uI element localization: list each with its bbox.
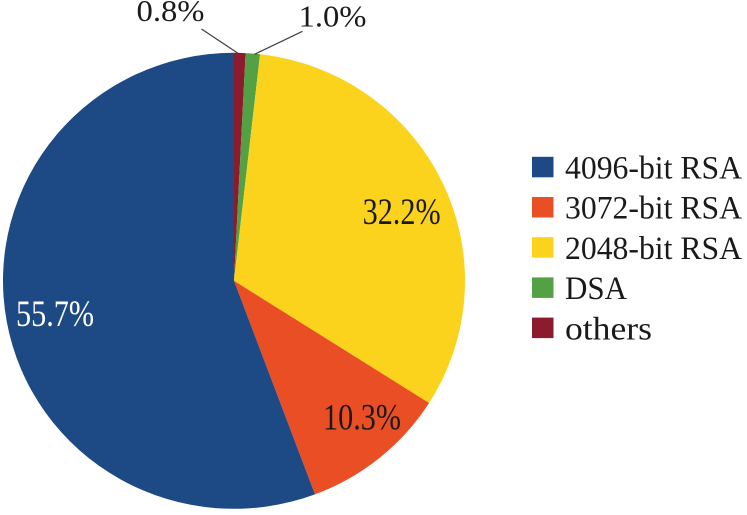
- svg-text:DSA: DSA: [565, 271, 627, 307]
- svg-text:32.2%: 32.2%: [363, 191, 441, 232]
- svg-text:1.0%: 1.0%: [299, 0, 367, 34]
- svg-text:others: others: [565, 311, 652, 347]
- svg-text:55.7%: 55.7%: [16, 293, 94, 334]
- svg-text:3072-bit RSA: 3072-bit RSA: [565, 191, 742, 227]
- svg-text:2048-bit RSA: 2048-bit RSA: [565, 231, 742, 267]
- svg-text:4096-bit RSA: 4096-bit RSA: [565, 151, 742, 187]
- svg-text:10.3%: 10.3%: [323, 396, 401, 437]
- svg-text:0.8%: 0.8%: [137, 0, 205, 28]
